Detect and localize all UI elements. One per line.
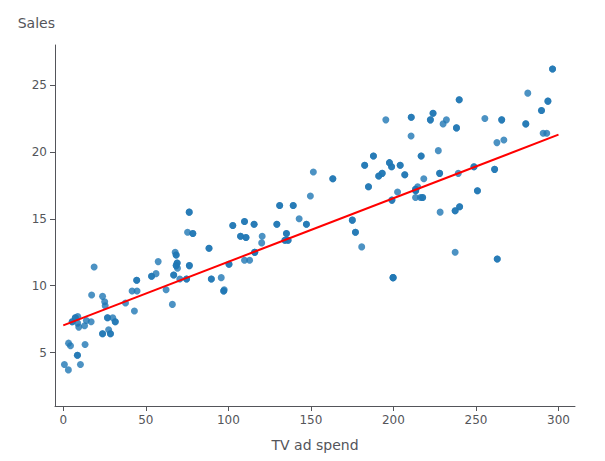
- svg-text:5: 5: [39, 346, 47, 360]
- svg-text:0: 0: [59, 413, 67, 427]
- svg-text:15: 15: [32, 212, 47, 226]
- svg-text:10: 10: [32, 279, 47, 293]
- svg-text:150: 150: [299, 413, 322, 427]
- svg-text:100: 100: [217, 413, 240, 427]
- svg-text:200: 200: [382, 413, 405, 427]
- svg-text:Sales: Sales: [18, 15, 55, 31]
- svg-text:300: 300: [547, 413, 570, 427]
- svg-text:250: 250: [464, 413, 487, 427]
- svg-text:TV ad spend: TV ad spend: [270, 437, 358, 453]
- svg-text:20: 20: [32, 145, 47, 159]
- svg-text:50: 50: [138, 413, 153, 427]
- svg-text:25: 25: [32, 78, 47, 92]
